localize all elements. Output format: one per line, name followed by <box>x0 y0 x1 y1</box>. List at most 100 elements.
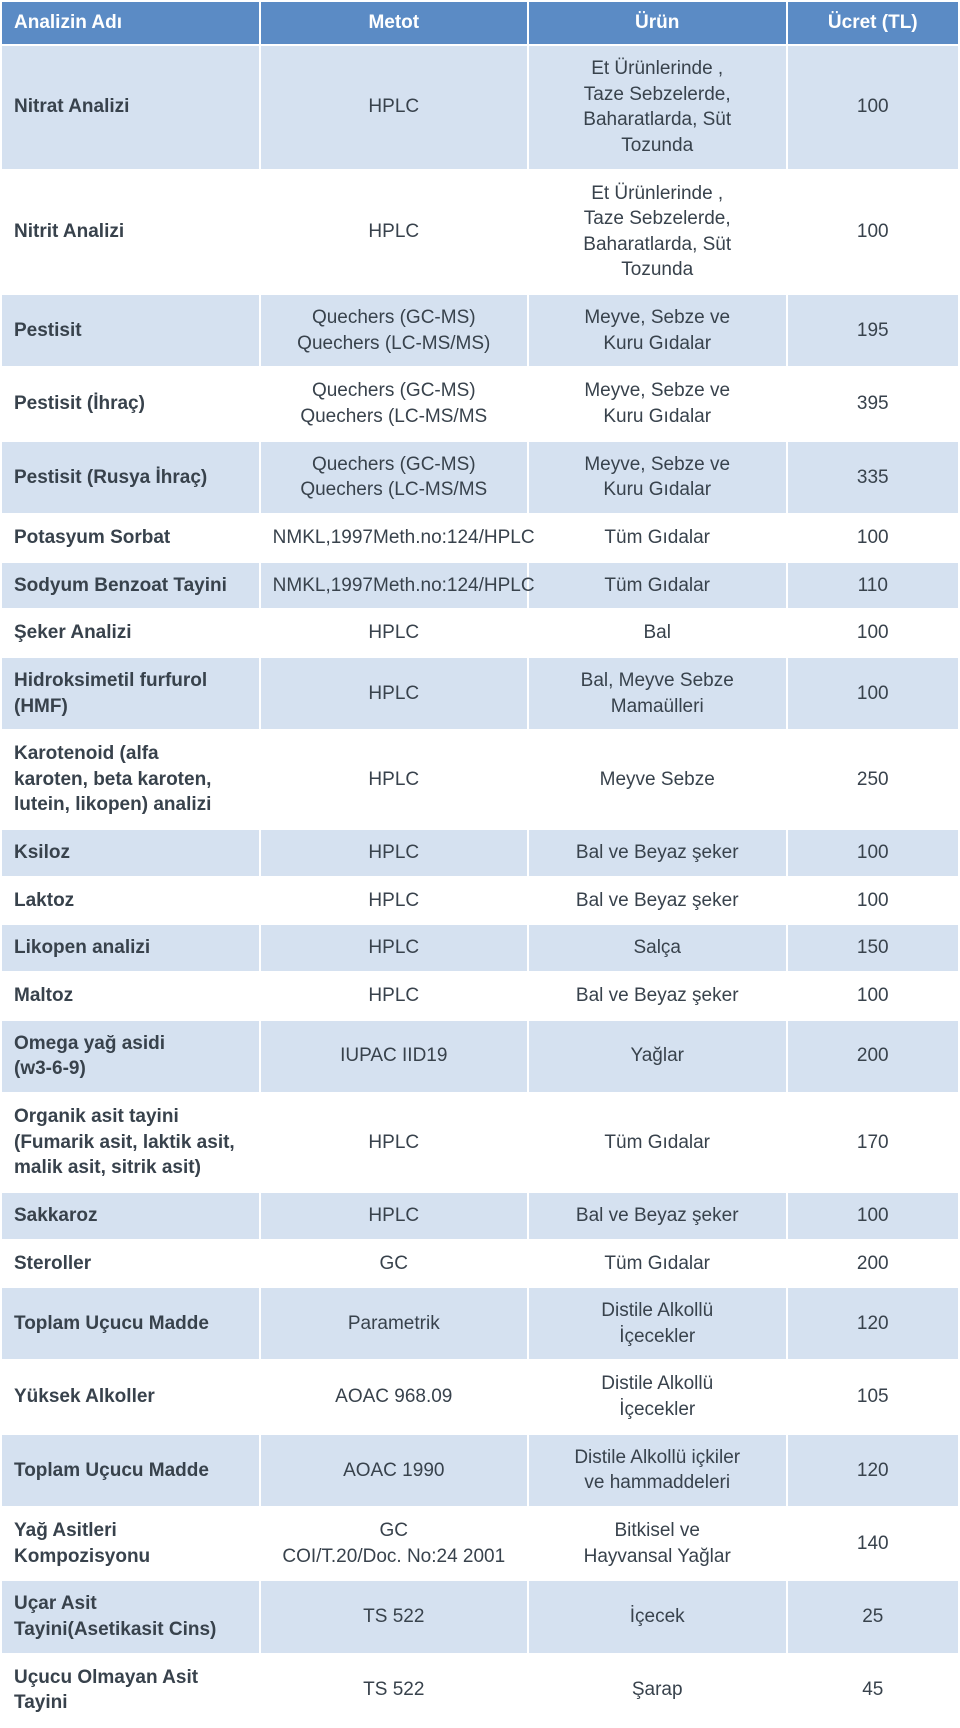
cell-method: AOAC 1990 <box>260 1434 528 1507</box>
cell-product: Bitkisel ve Hayvansal Yağlar <box>528 1507 787 1580</box>
cell-name: Yüksek Alkoller <box>1 1360 260 1433</box>
cell-price: 200 <box>787 1020 959 1093</box>
cell-name: Hidroksimetil furfurol (HMF) <box>1 657 260 730</box>
table-row: Yağ Asitleri KompozisyonuGC COI/T.20/Doc… <box>1 1507 959 1580</box>
cell-product: Meyve, Sebze ve Kuru Gıdalar <box>528 367 787 440</box>
cell-price: 120 <box>787 1434 959 1507</box>
table-row: Toplam Uçucu MaddeParametrikDistile Alko… <box>1 1287 959 1360</box>
table-row: MaltozHPLCBal ve Beyaz şeker100 <box>1 972 959 1020</box>
cell-price: 120 <box>787 1287 959 1360</box>
cell-price: 335 <box>787 441 959 514</box>
table-row: Potasyum SorbatNMKL,1997Meth.no:124/HPLC… <box>1 514 959 562</box>
cell-price: 100 <box>787 829 959 877</box>
cell-price: 100 <box>787 657 959 730</box>
header-name: Analizin Adı <box>1 1 260 45</box>
cell-price: 100 <box>787 514 959 562</box>
analysis-price-table: Analizin AdıMetotÜrünÜcret (TL) Nitrat A… <box>0 0 960 1728</box>
cell-name: Sakkaroz <box>1 1192 260 1240</box>
cell-price: 140 <box>787 1507 959 1580</box>
cell-product: Bal, Meyve Sebze Mamaülleri <box>528 657 787 730</box>
cell-name: Toplam Uçucu Madde <box>1 1287 260 1360</box>
cell-method: HPLC <box>260 170 528 295</box>
cell-name: Uçar Asit Tayini(Asetikasit Cins) <box>1 1580 260 1653</box>
table-row: PestisitQuechers (GC-MS) Quechers (LC-MS… <box>1 294 959 367</box>
cell-name: Potasyum Sorbat <box>1 514 260 562</box>
table-row: Şeker AnaliziHPLCBal100 <box>1 609 959 657</box>
cell-method: HPLC <box>260 972 528 1020</box>
cell-price: 200 <box>787 1240 959 1288</box>
cell-product: Tüm Gıdalar <box>528 562 787 610</box>
cell-product: Bal ve Beyaz şeker <box>528 829 787 877</box>
cell-product: Bal ve Beyaz şeker <box>528 877 787 925</box>
cell-price: 100 <box>787 170 959 295</box>
cell-price: 105 <box>787 1360 959 1433</box>
header-price: Ücret (TL) <box>787 1 959 45</box>
cell-method: HPLC <box>260 924 528 972</box>
cell-name: Pestisit (Rusya İhraç) <box>1 441 260 514</box>
table-row: Nitrat AnaliziHPLCEt Ürünlerinde , Taze … <box>1 45 959 170</box>
cell-method: HPLC <box>260 877 528 925</box>
table-row: Yüksek AlkollerAOAC 968.09Distile Alkoll… <box>1 1360 959 1433</box>
cell-name: Nitrat Analizi <box>1 45 260 170</box>
cell-name: Karotenoid (alfa karoten, beta karoten, … <box>1 730 260 829</box>
cell-method: HPLC <box>260 1192 528 1240</box>
cell-price: 100 <box>787 877 959 925</box>
cell-price: 100 <box>787 972 959 1020</box>
cell-name: Sodyum Benzoat Tayini <box>1 562 260 610</box>
cell-name: Pestisit (İhraç) <box>1 367 260 440</box>
cell-name: Şeker Analizi <box>1 609 260 657</box>
cell-price: 250 <box>787 730 959 829</box>
table-row: SterollerGCTüm Gıdalar200 <box>1 1240 959 1288</box>
cell-product: Şarap <box>528 1654 787 1727</box>
table-row: Karotenoid (alfa karoten, beta karoten, … <box>1 730 959 829</box>
cell-price: 100 <box>787 1192 959 1240</box>
cell-price: 395 <box>787 367 959 440</box>
cell-product: Distile Alkollü İçecekler <box>528 1287 787 1360</box>
cell-product: Bal <box>528 609 787 657</box>
table-header: Analizin AdıMetotÜrünÜcret (TL) <box>1 1 959 45</box>
cell-method: GC COI/T.20/Doc. No:24 2001 <box>260 1507 528 1580</box>
cell-method: Parametrik <box>260 1287 528 1360</box>
cell-method: TS 522 <box>260 1654 528 1727</box>
cell-product: Et Ürünlerinde , Taze Sebzelerde, Bahara… <box>528 170 787 295</box>
cell-product: Meyve, Sebze ve Kuru Gıdalar <box>528 441 787 514</box>
cell-product: Meyve Sebze <box>528 730 787 829</box>
cell-product: Distile Alkollü İçecekler <box>528 1360 787 1433</box>
cell-method: HPLC <box>260 45 528 170</box>
cell-name: Toplam Uçucu Madde <box>1 1434 260 1507</box>
table-row: Pestisit (Rusya İhraç)Quechers (GC-MS) Q… <box>1 441 959 514</box>
cell-product: Tüm Gıdalar <box>528 1240 787 1288</box>
cell-method: HPLC <box>260 730 528 829</box>
table-row: Hidroksimetil furfurol (HMF)HPLCBal, Mey… <box>1 657 959 730</box>
cell-name: Uçucu Olmayan Asit Tayini <box>1 1654 260 1727</box>
cell-price: 195 <box>787 294 959 367</box>
table-row: Nitrit AnaliziHPLCEt Ürünlerinde , Taze … <box>1 170 959 295</box>
cell-method: IUPAC IID19 <box>260 1020 528 1093</box>
table-row: LaktozHPLCBal ve Beyaz şeker100 <box>1 877 959 925</box>
cell-name: Nitrit Analizi <box>1 170 260 295</box>
table-row: Toplam Uçucu MaddeAOAC 1990Distile Alkol… <box>1 1434 959 1507</box>
cell-name: Laktoz <box>1 877 260 925</box>
cell-product: Et Ürünlerinde , Taze Sebzelerde, Bahara… <box>528 45 787 170</box>
header-product: Ürün <box>528 1 787 45</box>
cell-price: 150 <box>787 924 959 972</box>
cell-name: Yağ Asitleri Kompozisyonu <box>1 1507 260 1580</box>
cell-product: Salça <box>528 924 787 972</box>
table-row: Sodyum Benzoat TayiniNMKL,1997Meth.no:12… <box>1 562 959 610</box>
cell-method: TS 522 <box>260 1580 528 1653</box>
cell-price: 100 <box>787 609 959 657</box>
cell-price: 110 <box>787 562 959 610</box>
cell-method: HPLC <box>260 1093 528 1192</box>
table-row: Likopen analiziHPLCSalça150 <box>1 924 959 972</box>
cell-method: GC <box>260 1240 528 1288</box>
table-row: Pestisit (İhraç)Quechers (GC-MS) Quecher… <box>1 367 959 440</box>
cell-method: Quechers (GC-MS) Quechers (LC-MS/MS <box>260 441 528 514</box>
cell-method: HPLC <box>260 829 528 877</box>
cell-name: Omega yağ asidi (w3-6-9) <box>1 1020 260 1093</box>
cell-product: Bal ve Beyaz şeker <box>528 972 787 1020</box>
cell-name: Ksiloz <box>1 829 260 877</box>
cell-method: Quechers (GC-MS) Quechers (LC-MS/MS <box>260 367 528 440</box>
cell-name: Steroller <box>1 1240 260 1288</box>
table-row: Omega yağ asidi (w3-6-9)IUPAC IID19Yağla… <box>1 1020 959 1093</box>
cell-method: NMKL,1997Meth.no:124/HPLC <box>260 514 528 562</box>
